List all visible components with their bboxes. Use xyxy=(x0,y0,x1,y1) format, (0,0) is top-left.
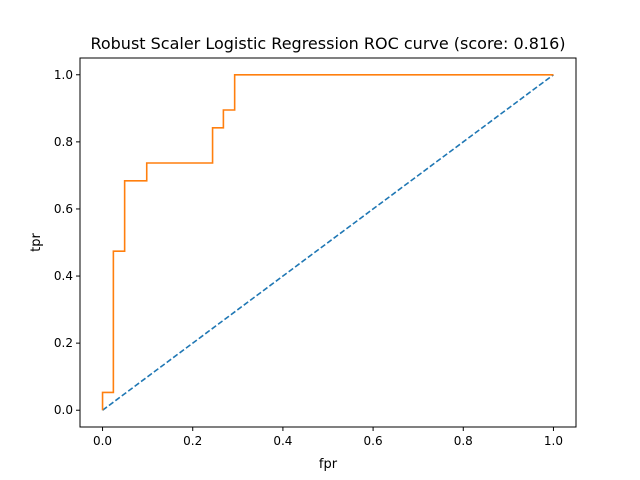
x-tick-label: 0.0 xyxy=(93,434,112,448)
plot-area xyxy=(79,57,577,428)
y-tick-label: 0.8 xyxy=(54,135,73,149)
y-axis-label: tpr xyxy=(29,233,44,252)
y-tick-label: 0.2 xyxy=(54,336,73,350)
x-axis-ticks: 0.0 0.2 0.4 0.6 0.8 1.0 xyxy=(93,427,563,448)
x-tick-label: 0.4 xyxy=(273,434,292,448)
x-tick-label: 0.6 xyxy=(364,434,383,448)
y-tick-label: 0.0 xyxy=(54,403,73,417)
plot-frame xyxy=(79,57,577,428)
x-tick-label: 1.0 xyxy=(544,434,563,448)
chart-title: Robust Scaler Logistic Regression ROC cu… xyxy=(90,34,565,53)
y-tick-label: 0.4 xyxy=(54,269,73,283)
x-tick-label: 0.8 xyxy=(454,434,473,448)
chance-diagonal-line xyxy=(102,74,554,411)
y-tick-label: 0.6 xyxy=(54,202,73,216)
roc-curve-line xyxy=(101,73,554,411)
x-tick-label: 0.2 xyxy=(183,434,202,448)
y-axis-ticks: 0.0 0.2 0.4 0.6 0.8 1.0 xyxy=(54,68,80,417)
x-axis-label: fpr xyxy=(319,457,338,472)
series-layer xyxy=(101,73,554,411)
y-tick-label: 1.0 xyxy=(54,68,73,82)
